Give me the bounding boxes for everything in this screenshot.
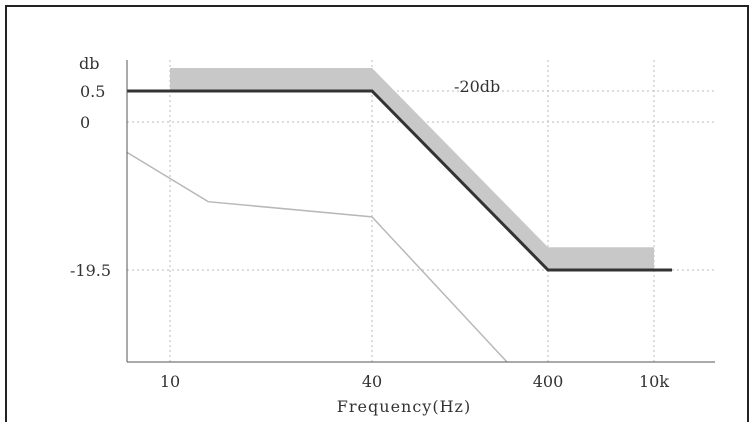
x-tick-label-0: 10 [160,372,180,391]
series-layer [126,89,672,363]
tolerance-band-area [170,68,654,270]
x-ticks: 10 40 400 10k [160,372,670,391]
y-ticks: 0.5 0 -19.5 [70,82,111,280]
x-tick-label-3: 10k [639,372,669,391]
axes [126,60,715,363]
tolerance-band [170,68,654,270]
y-tick-label-2: -19.5 [70,261,111,280]
y-tick-label-0: 0.5 [80,82,105,101]
y-tick-label-1: 0 [80,113,90,132]
slope-annotation: -20db [454,77,500,96]
y-axis-label: db [79,54,99,73]
x-axis-label: Frequency(Hz) [337,397,471,416]
x-tick-label-1: 40 [362,372,382,391]
grid [127,60,715,362]
outer-border [5,5,749,426]
x-tick-label-2: 400 [533,372,564,391]
series-line-1 [126,151,508,363]
series-line-0 [127,89,672,272]
